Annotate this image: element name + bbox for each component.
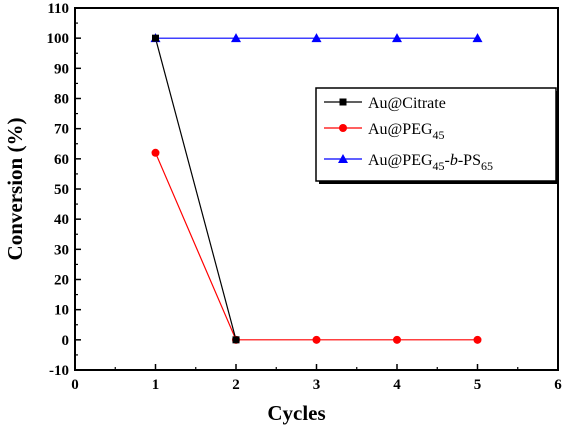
x-tick-label: 3 <box>313 377 321 393</box>
series-markers <box>150 33 483 344</box>
x-axis-title: Cycles <box>267 401 325 425</box>
y-axis-title-group: Conversion (%) <box>3 118 27 261</box>
y-tick-label: 30 <box>54 242 69 258</box>
legend-label-part: Au@PEG <box>368 121 433 138</box>
x-tick-label: 5 <box>474 377 482 393</box>
y-tick-label: 60 <box>54 152 69 168</box>
data-point-2-2 <box>311 33 322 43</box>
y-tick-label: 110 <box>47 1 69 17</box>
data-point-1-4 <box>473 335 482 344</box>
x-axis-title-group: Cycles <box>267 401 325 425</box>
y-tick-label: 10 <box>54 303 69 319</box>
series-line-0 <box>154 38 237 340</box>
y-axis-title: Conversion (%) <box>3 118 27 261</box>
y-tick-label: 70 <box>54 122 69 138</box>
data-point-2-1 <box>231 33 241 43</box>
legend-label-1: Au@PEG45 <box>368 121 445 142</box>
legend-marker-1 <box>339 124 347 132</box>
legend-marker-2 <box>338 154 348 163</box>
data-point-2-3 <box>392 33 402 43</box>
x-tick-label: 2 <box>232 377 240 393</box>
data-point-2-4 <box>472 33 483 43</box>
data-point-1-0 <box>151 148 160 157</box>
data-point-1-3 <box>393 335 401 344</box>
y-tick-label: 90 <box>54 61 69 77</box>
legend-box <box>315 87 557 182</box>
data-point-1-2 <box>312 335 321 344</box>
legend-label-part: Au@PEG <box>368 152 433 169</box>
legend-label-part: b <box>450 152 458 169</box>
legend-marker-0 <box>339 98 347 106</box>
x-tick-label: 0 <box>71 377 79 393</box>
y-tick-label: 0 <box>62 333 70 349</box>
y-tick-label: 50 <box>54 182 69 198</box>
plot-frame <box>74 7 559 371</box>
data-point-0-0 <box>152 34 159 42</box>
x-tick-label: 1 <box>152 377 160 393</box>
legend-label-part: 45 <box>433 159 445 173</box>
x-tick-label: 4 <box>393 377 401 393</box>
legend-label-2: Au@PEG45-b-PS65 <box>368 152 493 173</box>
y-tick-label: 20 <box>54 273 69 289</box>
legend-label-part: 45 <box>433 128 445 142</box>
data-point-0-1 <box>232 336 240 344</box>
legend-label-part: - <box>445 152 450 169</box>
x-tick-label: 6 <box>554 377 562 393</box>
legend-label-part: -PS <box>458 152 481 169</box>
y-tick-label: 80 <box>54 92 69 108</box>
legend-label-part: 65 <box>481 159 493 173</box>
legend-label-0: Au@Citrate <box>368 95 446 112</box>
y-tick-label: -10 <box>49 363 69 379</box>
y-tick-label: 40 <box>54 212 69 228</box>
y-tick-label: 100 <box>47 31 70 47</box>
series-lines <box>154 37 478 341</box>
